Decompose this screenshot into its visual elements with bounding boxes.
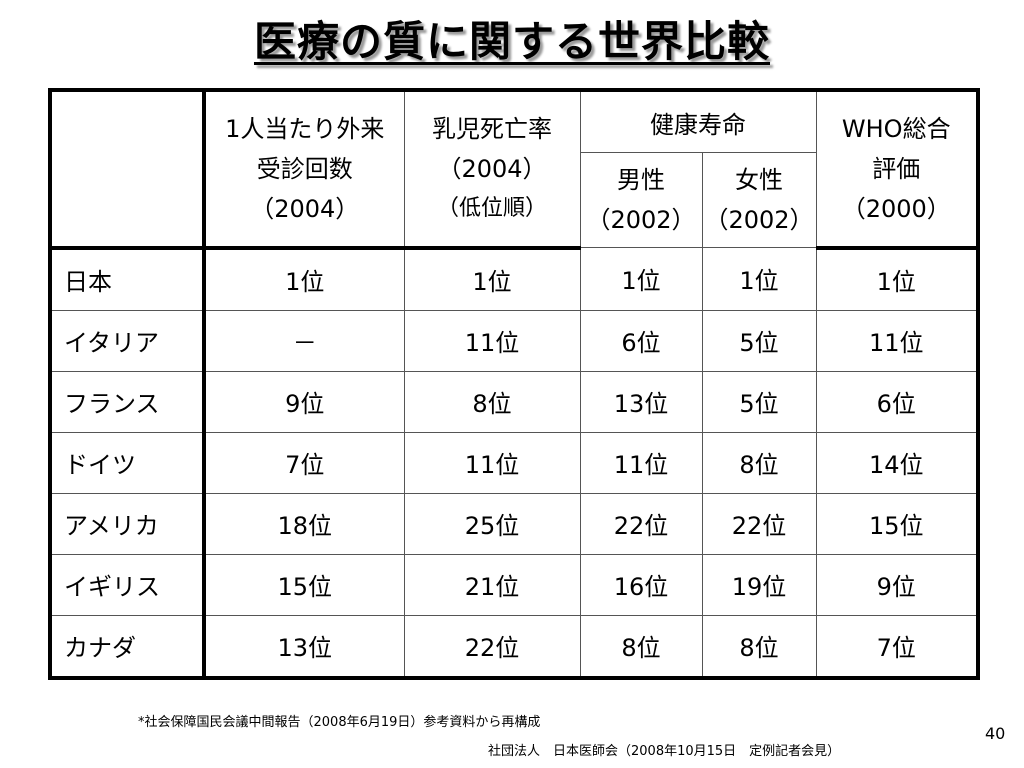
table-row: 日本 1位 1位 1位 1位 1位 (49, 247, 979, 311)
who-cell: 14位 (815, 431, 979, 494)
source-attribution: 社団法人 日本医師会（2008年10月15日 定例記者会見） (488, 744, 841, 759)
header-life-expectancy: 健康寿命 (579, 89, 817, 153)
male-cell: 8位 (579, 614, 703, 678)
male-cell: 6位 (579, 309, 703, 372)
outpatient-cell: 9位 (203, 370, 405, 433)
source-footnote: *社会保障国民会議中間報告（2008年6月19日）参考資料から再構成 (138, 715, 541, 730)
infant-cell: 1位 (403, 247, 581, 311)
table-row: アメリカ 18位 25位 22位 22位 15位 (49, 492, 979, 555)
female-cell: 5位 (701, 370, 817, 433)
header-infant-mortality: 乳児死亡率 （2004） （低位順） (403, 89, 581, 250)
male-cell: 13位 (579, 370, 703, 433)
infant-cell: 21位 (403, 553, 581, 616)
outpatient-cell: 15位 (203, 553, 405, 616)
who-cell: 15位 (815, 492, 979, 555)
infant-cell: 11位 (403, 431, 581, 494)
male-cell: 16位 (579, 553, 703, 616)
outpatient-cell: 1位 (203, 247, 405, 311)
female-cell: 5位 (701, 309, 817, 372)
outpatient-cell: － (203, 309, 405, 372)
table-row: カナダ 13位 22位 8位 8位 7位 (49, 614, 979, 678)
female-cell: 22位 (701, 492, 817, 555)
header-life-male: 男性 （2002） (579, 152, 703, 248)
table-row: フランス 9位 8位 13位 5位 6位 (49, 370, 979, 433)
table-row: イギリス 15位 21位 16位 19位 9位 (49, 553, 979, 616)
who-cell: 1位 (815, 247, 979, 311)
header-corner-cell (49, 89, 206, 250)
who-cell: 7位 (815, 614, 979, 678)
who-cell: 9位 (815, 553, 979, 616)
male-cell: 11位 (579, 431, 703, 494)
female-cell: 19位 (701, 553, 817, 616)
male-cell: 1位 (579, 247, 703, 311)
outpatient-cell: 18位 (203, 492, 405, 555)
table-row: ドイツ 7位 11位 11位 8位 14位 (49, 431, 979, 494)
header-life-female: 女性 （2002） (701, 152, 817, 248)
female-cell: 8位 (701, 614, 817, 678)
who-cell: 6位 (815, 370, 979, 433)
male-cell: 22位 (579, 492, 703, 555)
country-cell: フランス (49, 370, 206, 433)
header-who: WHO総合 評価 （2000） (815, 89, 979, 250)
infant-cell: 25位 (403, 492, 581, 555)
comparison-table: 1人当たり外来 受診回数 （2004） 乳児死亡率 （2004） （低位順） 健… (48, 88, 980, 680)
country-cell: ドイツ (49, 431, 206, 494)
outpatient-cell: 13位 (203, 614, 405, 678)
infant-cell: 22位 (403, 614, 581, 678)
country-cell: カナダ (49, 614, 206, 678)
country-cell: アメリカ (49, 492, 206, 555)
slide-title: 医療の質に関する世界比較 (253, 17, 770, 66)
infant-cell: 11位 (403, 309, 581, 372)
outpatient-cell: 7位 (203, 431, 405, 494)
page-number: 40 (985, 724, 1006, 743)
female-cell: 1位 (701, 247, 817, 311)
table-row: イタリア － 11位 6位 5位 11位 (49, 309, 979, 372)
infant-cell: 8位 (403, 370, 581, 433)
country-cell: イギリス (49, 553, 206, 616)
country-cell: イタリア (49, 309, 206, 372)
header-outpatient: 1人当たり外来 受診回数 （2004） (203, 89, 405, 250)
female-cell: 8位 (701, 431, 817, 494)
country-cell: 日本 (49, 247, 206, 311)
who-cell: 11位 (815, 309, 979, 372)
